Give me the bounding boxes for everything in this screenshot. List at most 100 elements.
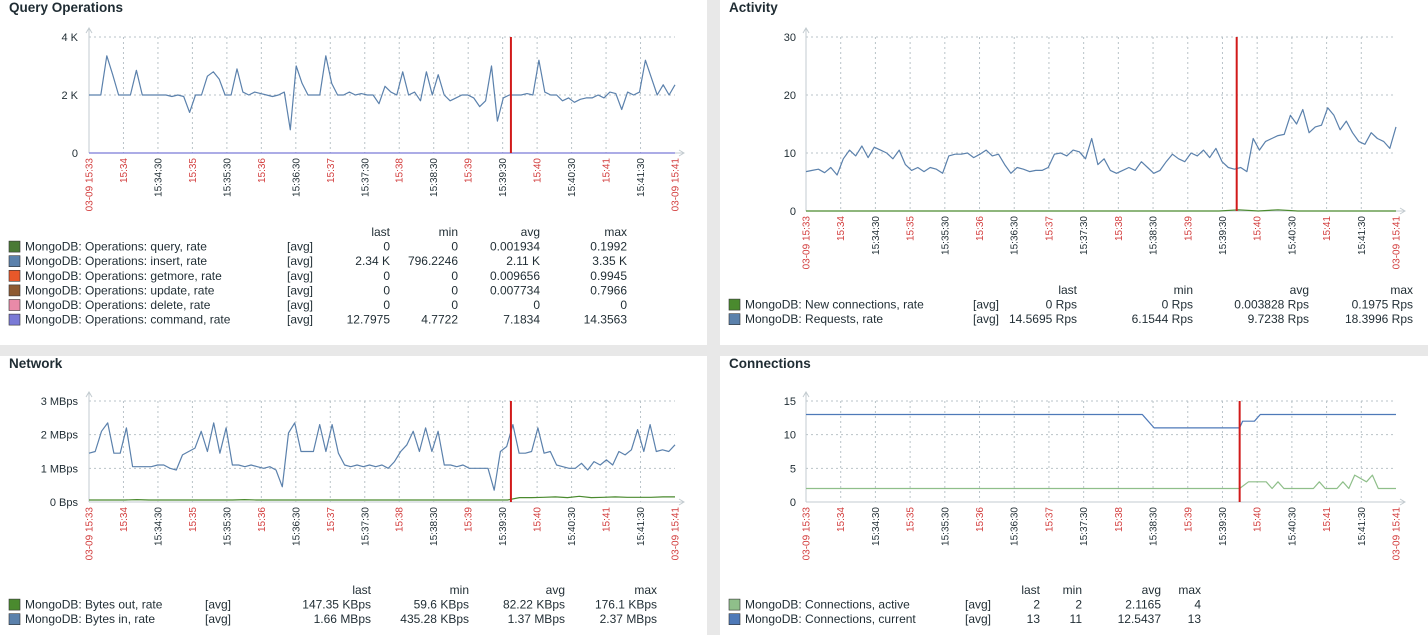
legend-avg: 1.37 MBps [508,612,565,626]
y-tick-label: 10 [784,148,796,160]
x-tick-label: 15:34 [836,507,847,532]
legend-max: 0.9945 [590,269,627,283]
legend-agg: [avg] [287,298,313,312]
x-tick-label: 15:36:30 [1010,216,1021,255]
legend-min: 6.1544 Rps [1132,312,1193,326]
legend-header: last [371,225,390,239]
x-tick-label: 15:35:30 [222,507,233,546]
x-tick-label: 15:36 [257,158,268,183]
legend-min: 11 [1070,612,1083,626]
x-tick-label: 15:39 [464,507,475,532]
x-tick-label: 15:36 [257,507,268,532]
x-tick-label: 15:40 [1253,507,1264,532]
network-chart: 0 Bps 1 MBps 2 MBps 3 MBps 03-09 15:33 15:34 1… [8,391,685,626]
y-tick-label: 0 [790,497,796,509]
legend-agg: [avg] [287,283,313,297]
y-tick-label: 3 MBps [41,396,79,408]
x-tick-label: 15:37:30 [1079,216,1090,255]
x-tick-label: 15:41:30 [1357,507,1368,546]
legend-last: 147.35 KBps [302,598,371,612]
x-tick-label: 15:37:30 [360,158,371,197]
legend-header: max [1390,283,1413,297]
x-axis-arrow [1399,207,1406,215]
x-tick-label: 15:34:30 [871,507,882,546]
x-tick-label: 15:34 [119,158,130,183]
legend-last: 0 Rps [1046,298,1077,312]
legend-min: 59.6 KBps [414,598,469,612]
x-tick-label: 15:39:30 [1218,216,1229,255]
x-tick-label: 15:34 [119,507,130,532]
legend-header: min [1063,583,1082,597]
legend-name: MongoDB: Connections, current [745,612,916,626]
legend-swatch [8,313,21,326]
legend-swatch [728,613,741,626]
y-tick-label: 0 [72,148,78,160]
legend-max: 0 [620,298,627,312]
series-line [806,413,1396,429]
x-tick-label: 03-09 15:33 [85,158,96,212]
legend-name: MongoDB: Connections, active [745,598,910,612]
legend-last: 12.7975 [347,313,391,327]
x-tick-label: 15:41 [1322,216,1333,241]
legend-header: max [604,225,627,239]
legend-avg: 2.1165 [1125,598,1161,612]
legend-swatch [728,313,741,326]
legend-header: max [634,583,657,597]
x-axis-arrow [678,149,685,157]
y-tick-label: 0 Bps [50,497,79,509]
x-tick-label: 15:35:30 [940,216,951,255]
x-tick-label: 15:36:30 [291,507,302,546]
legend-avg: 82.22 KBps [503,598,565,612]
legend-swatch [8,613,21,626]
legend-name: MongoDB: Bytes in, rate [25,612,155,626]
x-tick-label: 15:36:30 [291,158,302,197]
series-line [806,209,1396,212]
legend-name: MongoDB: Bytes out, rate [25,598,163,612]
x-tick-label: 15:38:30 [1149,507,1160,546]
y-tick-label: 2 K [61,90,78,102]
panel-title: Activity [729,0,778,15]
legend-header: max [1178,583,1201,597]
legend-avg: 9.7238 Rps [1248,312,1309,326]
x-tick-label: 15:35:30 [940,507,951,546]
connections-chart: 0 5 10 15 03-09 15:33 15:34 15:34:30 15:35 15:35… [728,391,1406,626]
legend-swatch [8,284,21,297]
legend-agg: [avg] [287,254,313,268]
x-tick-label: 15:38 [1114,507,1125,532]
legend-max: 14.3563 [584,313,628,327]
legend-header: avg [1290,283,1309,297]
series-line [806,474,1396,490]
x-axis-arrow [1399,498,1406,506]
legend-min: 0 [451,298,458,312]
legend-swatch [8,598,21,611]
y-axis-arrow [85,27,93,34]
x-tick-label: 15:36 [975,507,986,532]
x-tick-label: 15:40 [1253,216,1264,241]
x-tick-label: 15:40 [533,158,544,183]
legend-last: 0 [383,283,390,297]
x-tick-label: 15:37:30 [360,507,371,546]
y-tick-label: 30 [784,32,796,44]
x-tick-label: 15:39:30 [498,158,509,197]
x-tick-label: 03-09 15:41 [671,158,682,212]
legend-max: 0.7966 [590,283,627,297]
x-tick-label: 15:34:30 [871,216,882,255]
y-axis-arrow [85,391,93,398]
query-operations-chart: 0 2 K 4 K 03-09 15:33 15:34 15:34:30 15:35 15:3… [8,27,685,327]
legend-agg: [avg] [965,612,991,626]
legend-min: 2 [1075,598,1082,612]
legend-min: 0 [451,283,458,297]
connections-panel: Connections 0 5 10 15 03-09 15:33 15:34 15:34:… [720,356,1428,635]
x-tick-label: 15:40:30 [1287,507,1298,546]
x-tick-label: 15:39 [1183,216,1194,241]
y-tick-label: 4 K [61,32,78,44]
x-axis-arrow [678,498,685,506]
legend-header: avg [1142,583,1161,597]
x-tick-label: 15:37 [1044,507,1055,532]
legend-header: avg [521,225,540,239]
x-tick-label: 15:37 [1044,216,1055,241]
legend-swatch [728,598,741,611]
x-tick-label: 15:38 [1114,216,1125,241]
x-tick-label: 03-09 15:33 [802,216,813,270]
y-tick-label: 20 [784,90,796,102]
